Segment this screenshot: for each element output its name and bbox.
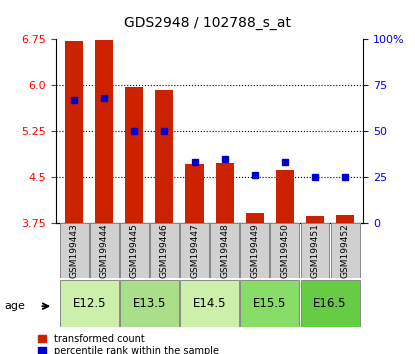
FancyBboxPatch shape [60, 280, 119, 327]
Bar [216, 163, 234, 223]
FancyBboxPatch shape [120, 223, 149, 278]
FancyBboxPatch shape [90, 223, 119, 278]
FancyBboxPatch shape [180, 280, 239, 327]
Bar [246, 213, 264, 223]
Bar [186, 164, 203, 223]
FancyBboxPatch shape [300, 280, 359, 327]
FancyBboxPatch shape [240, 223, 269, 278]
FancyBboxPatch shape [60, 223, 88, 278]
Text: E14.5: E14.5 [193, 297, 226, 310]
Text: E15.5: E15.5 [253, 297, 286, 310]
Text: GSM199451: GSM199451 [310, 223, 320, 278]
Text: GSM199446: GSM199446 [160, 223, 169, 278]
Text: E13.5: E13.5 [133, 297, 166, 310]
Text: GDS2948 / 102788_s_at: GDS2948 / 102788_s_at [124, 16, 291, 30]
FancyBboxPatch shape [180, 223, 209, 278]
Text: GSM199443: GSM199443 [70, 223, 78, 278]
Text: age: age [4, 301, 25, 311]
FancyBboxPatch shape [331, 223, 359, 278]
Text: GSM199448: GSM199448 [220, 223, 229, 278]
FancyBboxPatch shape [150, 223, 179, 278]
Bar [276, 170, 294, 223]
Text: E16.5: E16.5 [313, 297, 347, 310]
Text: GSM199445: GSM199445 [130, 223, 139, 278]
Text: GSM199450: GSM199450 [281, 223, 289, 278]
FancyBboxPatch shape [271, 223, 299, 278]
FancyBboxPatch shape [300, 223, 330, 278]
Text: GSM199447: GSM199447 [190, 223, 199, 278]
Bar [125, 87, 143, 223]
Bar [155, 90, 173, 223]
Text: GSM199452: GSM199452 [341, 223, 349, 278]
FancyBboxPatch shape [120, 280, 179, 327]
Bar [336, 215, 354, 223]
Bar [65, 41, 83, 223]
FancyBboxPatch shape [210, 223, 239, 278]
Text: GSM199449: GSM199449 [250, 223, 259, 278]
Bar [95, 40, 113, 223]
Legend: transformed count, percentile rank within the sample: transformed count, percentile rank withi… [38, 334, 219, 354]
FancyBboxPatch shape [240, 280, 299, 327]
Text: E12.5: E12.5 [72, 297, 106, 310]
Bar [306, 216, 324, 223]
Text: GSM199444: GSM199444 [100, 223, 109, 278]
